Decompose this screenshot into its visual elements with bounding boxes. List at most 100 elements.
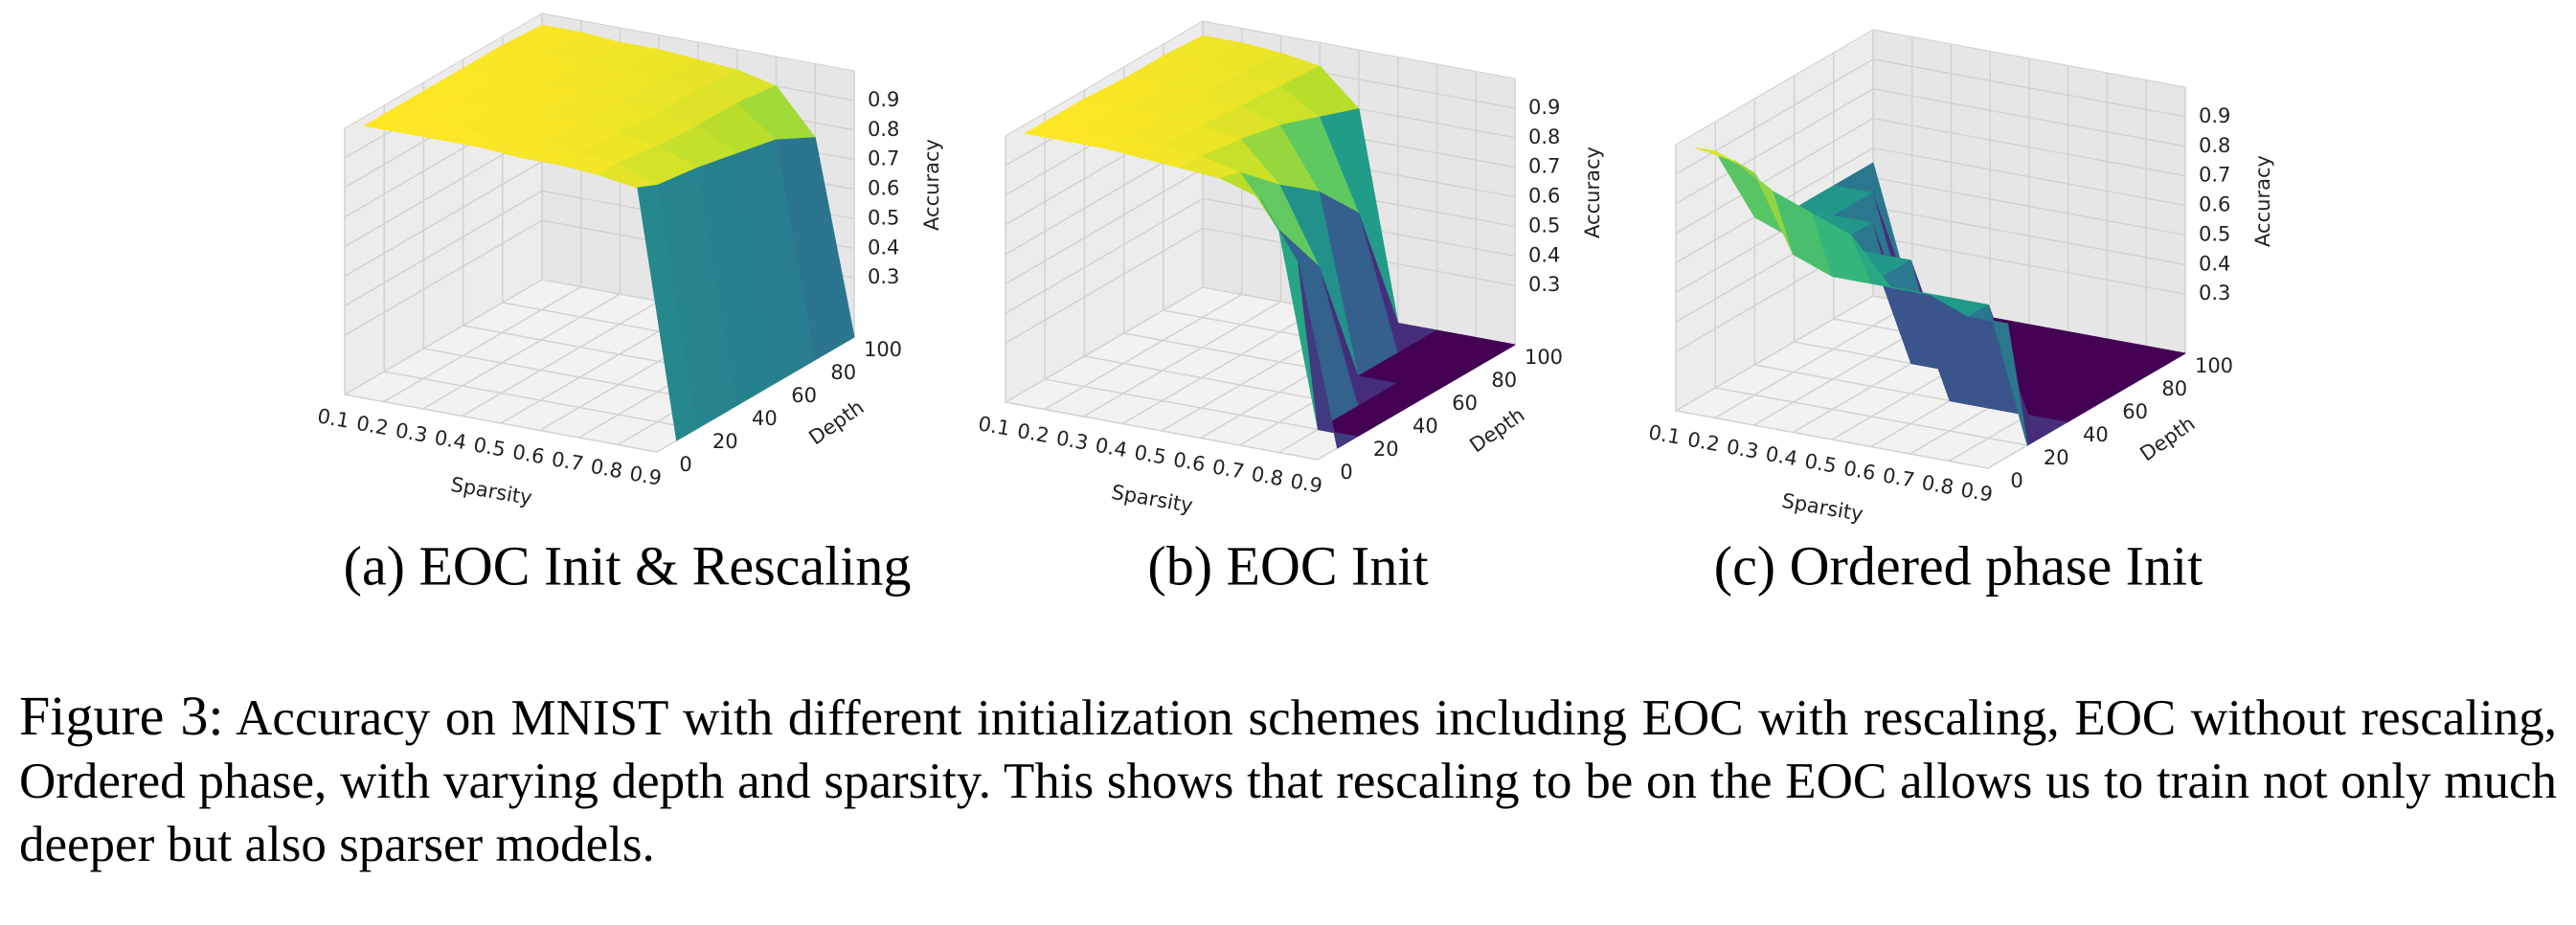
x-tick-label: 0.9 [1289, 469, 1324, 497]
grid-line [1872, 88, 2186, 147]
z-tick-label: 0.5 [2199, 222, 2230, 245]
z-tick-label: 0.6 [868, 177, 899, 200]
grid-line [344, 394, 658, 453]
y-tick-label: 0 [2010, 469, 2022, 492]
x-tick-label: 0.6 [510, 440, 546, 468]
grid-line [1675, 58, 1874, 175]
z-tick-label: 0.7 [868, 147, 899, 170]
x-tick-label: 0.8 [589, 455, 624, 483]
z-tick-label: 0.8 [1528, 125, 1560, 148]
y-tick-label: 100 [1525, 346, 1563, 369]
x-tick-label: 0.9 [1959, 478, 1995, 506]
z-tick-label: 0.7 [1528, 155, 1560, 178]
surface-cell [637, 184, 697, 441]
z-axis-label: Accuracy [920, 139, 943, 231]
z-tick-label: 0.3 [868, 265, 899, 288]
x-tick-label: 0.3 [1054, 426, 1090, 454]
z-tick-label: 0.9 [2199, 104, 2230, 127]
grid-line [1872, 117, 2186, 177]
grid-line [1872, 236, 2186, 295]
x-tick-label: 0.2 [354, 412, 390, 440]
x-tick-label: 0.9 [628, 462, 664, 489]
z-tick-label: 0.6 [1528, 185, 1560, 208]
x-tick-label: 0.4 [1094, 434, 1129, 462]
y-tick-label: 40 [2083, 423, 2109, 446]
x-tick-label: 0.4 [433, 426, 468, 454]
z-tick-label: 0.5 [868, 206, 899, 229]
x-tick-label: 0.2 [1015, 419, 1051, 447]
grid-line [1005, 227, 1204, 344]
z-tick-label: 0.4 [1528, 243, 1560, 266]
z-tick-label: 0.4 [868, 236, 899, 259]
grid-line [344, 219, 543, 336]
surface-cell [1968, 305, 2028, 446]
grid-line [1045, 378, 1358, 438]
y-tick-label: 60 [1452, 392, 1478, 415]
y-tick-label: 80 [830, 361, 856, 384]
y-tick-label: 20 [2044, 446, 2069, 469]
grid-line [1872, 58, 2186, 118]
grid-line [461, 300, 660, 417]
y-tick-label: 80 [1491, 369, 1517, 392]
grid-line [1675, 88, 1874, 205]
x-tick-label: 0.4 [1764, 442, 1799, 470]
grid-line [1872, 147, 2186, 207]
y-tick-label: 60 [791, 384, 817, 407]
x-tick-label: 0.8 [1250, 462, 1285, 490]
grid-line [1872, 176, 2186, 237]
x-tick-label: 0.3 [1725, 435, 1760, 462]
x-tick-label: 0.2 [1685, 428, 1721, 456]
z-axis-label: Accuracy [1581, 147, 1604, 238]
y-tick-label: 80 [2161, 377, 2187, 400]
grid-line [344, 190, 543, 306]
grid-line [1675, 118, 1874, 235]
y-tick-label: 60 [2122, 400, 2148, 423]
z-tick-label: 0.7 [2199, 164, 2230, 187]
x-tick-label: 0.1 [316, 404, 351, 432]
x-tick-label: 0.3 [394, 418, 429, 446]
grid-line [384, 371, 697, 430]
y-tick-label: 20 [1373, 438, 1399, 461]
grid-line [1005, 168, 1204, 285]
y-tick-label: 40 [1412, 415, 1438, 438]
x-axis-label: Sparsity [1110, 481, 1194, 518]
z-tick-label: 0.4 [2199, 252, 2230, 275]
z-axis-label: Accuracy [2251, 155, 2274, 247]
y-tick-label: 0 [679, 453, 691, 476]
x-tick-label: 0.1 [1647, 420, 1683, 448]
x-tick-label: 0.8 [1920, 471, 1955, 499]
y-tick-label: 100 [2195, 354, 2233, 377]
subplot-caption: (a) EOC Init & Rescaling [344, 534, 912, 597]
caption-label: Figure 3: [19, 685, 224, 747]
grid-line [1872, 206, 2186, 266]
z-tick-label: 0.5 [1528, 214, 1560, 237]
grid-line [1083, 301, 1281, 417]
grid-line [344, 279, 543, 395]
x-tick-label: 0.1 [977, 412, 1012, 440]
x-tick-label: 0.5 [472, 433, 508, 461]
grid-line [1714, 302, 1913, 419]
grid-line [1715, 387, 2028, 446]
z-tick-label: 0.3 [1528, 273, 1560, 296]
grid-line [422, 293, 621, 410]
grid-line [1675, 295, 1874, 412]
grid-line [1044, 293, 1243, 411]
z-tick-label: 0.9 [1528, 96, 1560, 119]
subplot-caption: (c) Ordered phase Init [1714, 534, 2203, 597]
grid-line [1005, 286, 1204, 403]
x-axis-label: Sparsity [449, 473, 533, 510]
x-tick-label: 0.7 [1210, 455, 1246, 483]
z-tick-label: 0.9 [868, 88, 899, 111]
x-tick-label: 0.5 [1803, 449, 1839, 477]
grid-line [1121, 307, 1321, 425]
z-tick-label: 0.3 [2199, 282, 2230, 305]
y-tick-label: 0 [1340, 461, 1352, 484]
y-tick-label: 100 [864, 338, 902, 361]
y-tick-label: 40 [752, 407, 778, 430]
x-tick-label: 0.5 [1133, 440, 1168, 468]
x-tick-label: 0.6 [1842, 457, 1877, 485]
grid-line [344, 160, 543, 278]
subplot-caption: (b) EOC Init [1147, 534, 1428, 597]
grid-line [383, 285, 582, 403]
